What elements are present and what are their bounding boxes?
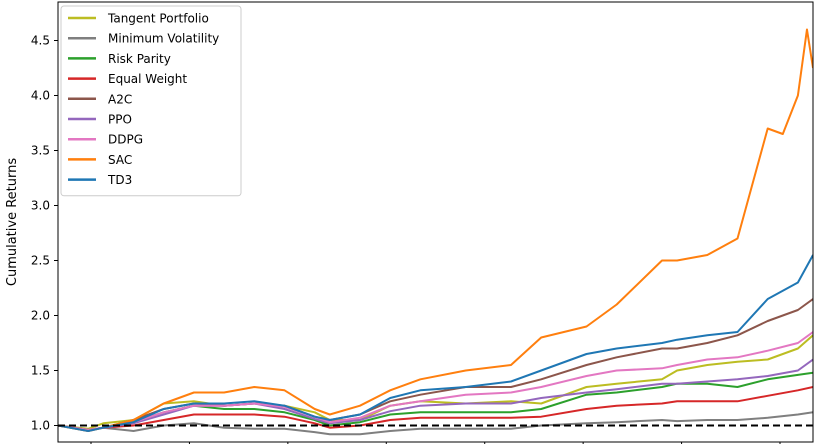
legend-item: DDPG <box>68 133 143 147</box>
plot-frame <box>57 1 814 443</box>
legend-box <box>60 5 242 197</box>
legend-item: Equal Weight <box>68 72 187 86</box>
legend-label: PPO <box>108 113 132 127</box>
legend-item: PPO <box>68 113 132 127</box>
legend-item: SAC <box>68 153 132 167</box>
series-line-ppo <box>58 358 813 431</box>
y-tick-label: 1.5 <box>31 364 50 378</box>
legend-label: Equal Weight <box>108 72 187 86</box>
y-tick-label: 1.0 <box>31 419 50 433</box>
legend-item: A2C <box>68 92 132 106</box>
y-tick-label: 3.0 <box>31 199 50 213</box>
legend-item: Minimum Volatility <box>68 32 219 46</box>
y-tick-label: 4.0 <box>31 89 50 103</box>
series-line-ddpg <box>58 331 813 431</box>
y-axis: 1.0 1.5 2.0 2.5 3.0 3.5 4.0 4.5 <box>31 34 58 433</box>
y-tick-label: 4.5 <box>31 34 50 48</box>
plot-area <box>57 1 814 443</box>
x-axis <box>90 442 781 444</box>
legend-item: TD3 <box>68 173 132 187</box>
legend-item: Tangent Portfolio <box>68 12 209 26</box>
legend-label: A2C <box>108 92 132 106</box>
y-axis-label: Cumulative Returns <box>5 158 20 286</box>
series-lines <box>58 28 813 436</box>
series-line-sac <box>58 28 813 432</box>
legend-label: Risk Parity <box>108 52 171 66</box>
legend-label: Minimum Volatility <box>108 32 219 46</box>
legend-item: Risk Parity <box>68 52 171 66</box>
legend: Tangent Portfolio Minimum Volatility Risk … <box>60 5 242 197</box>
y-tick-label: 2.5 <box>31 254 50 268</box>
series-line-equal-weight <box>58 386 813 431</box>
legend-label: TD3 <box>107 173 132 187</box>
legend-label: Tangent Portfolio <box>107 12 209 26</box>
legend-label: SAC <box>108 153 132 167</box>
y-tick-label: 3.5 <box>31 144 50 158</box>
y-tick-label: 2.0 <box>31 309 50 323</box>
series-line-td3 <box>58 254 813 432</box>
legend-label: DDPG <box>108 133 143 147</box>
